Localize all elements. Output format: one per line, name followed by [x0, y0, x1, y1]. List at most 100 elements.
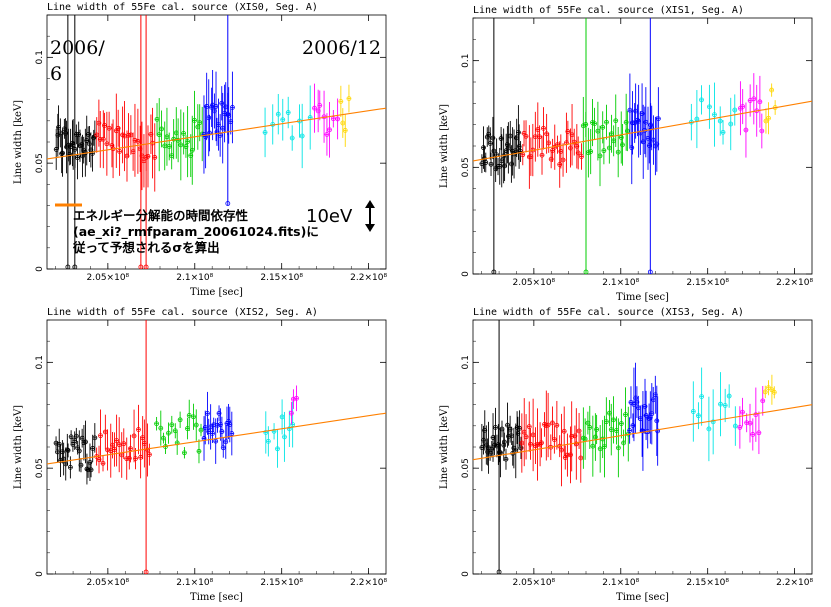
- data-point: [771, 389, 777, 395]
- data-point: [618, 135, 624, 140]
- x-tick-label: 2.05×10⁸: [87, 273, 130, 283]
- data-point: [571, 139, 577, 145]
- data-point: [568, 452, 573, 458]
- annotation-line-3: 従って予想されるσを算出: [72, 240, 220, 255]
- panel-1: Line width of 55Fe cal. source (XIS1, Se…: [439, 5, 813, 303]
- panel-0: Line width of 55Fe cal. source (XIS0, Se…: [13, 2, 387, 298]
- data-point: [483, 160, 489, 165]
- data-point: [766, 385, 771, 391]
- data-point: [756, 430, 762, 436]
- data-point: [633, 395, 638, 401]
- data-point: [541, 125, 546, 131]
- data-point: [516, 144, 522, 150]
- data-point: [508, 161, 514, 167]
- data-point: [762, 389, 768, 395]
- data-point: [271, 428, 277, 434]
- plot-area: [47, 320, 386, 574]
- data-point: [286, 426, 292, 432]
- data-point: [299, 133, 305, 139]
- data-point: [340, 120, 346, 126]
- data-point: [623, 119, 629, 125]
- chart-title: Line width of 55Fe cal. source (XIS0, Se…: [47, 2, 318, 13]
- y-tick-label: 0.1: [35, 355, 45, 369]
- data-point: [285, 110, 291, 115]
- data-point: [621, 440, 626, 446]
- y-axis-label: Line width [keV]: [439, 104, 450, 188]
- data-point: [728, 121, 734, 127]
- x-tick-label: 2.1×10⁸: [176, 273, 213, 283]
- outlier-point: [72, 264, 78, 269]
- data-point: [215, 422, 220, 428]
- data-point: [551, 437, 557, 443]
- data-point: [177, 417, 183, 423]
- data-point: [613, 118, 619, 124]
- data-point: [76, 131, 82, 137]
- fit-line: [47, 107, 386, 160]
- outlier-point: [225, 201, 231, 206]
- data-point: [646, 416, 652, 422]
- data-point: [489, 446, 495, 452]
- x-axis-label: Time [sec]: [616, 592, 669, 603]
- data-point: [634, 399, 640, 405]
- data-point: [618, 421, 624, 426]
- data-point: [615, 149, 621, 155]
- plot-frame: [46, 319, 387, 575]
- date-start-label: 2006/: [50, 37, 105, 59]
- chart-title: Line width of 55Fe cal. source (XIS3, Se…: [473, 307, 744, 318]
- data-point: [526, 424, 532, 430]
- data-point: [282, 434, 287, 440]
- data-point: [178, 142, 184, 148]
- date-end-label: 2006/12: [302, 37, 381, 59]
- data-point: [539, 152, 545, 158]
- data-point: [114, 438, 120, 443]
- outlier-point: [583, 269, 589, 274]
- data-point: [649, 411, 655, 417]
- data-point: [96, 120, 102, 126]
- data-point: [763, 118, 769, 124]
- data-point: [594, 427, 600, 432]
- data-point: [569, 433, 575, 439]
- y-axis-label: Line width [keV]: [13, 405, 24, 489]
- data-point: [507, 426, 513, 432]
- data-point: [131, 433, 137, 439]
- outlier-point: [143, 569, 149, 574]
- data-point: [116, 442, 122, 448]
- x-axis-label: Time [sec]: [190, 287, 243, 298]
- data-point: [561, 428, 567, 434]
- data-point: [590, 443, 596, 449]
- data-point: [498, 136, 504, 141]
- data-point: [604, 119, 609, 125]
- data-point: [481, 145, 486, 151]
- data-point: [554, 422, 560, 428]
- data-point: [565, 129, 571, 134]
- data-point: [488, 161, 494, 167]
- data-point: [611, 417, 616, 423]
- data-point: [191, 414, 196, 420]
- fit-line: [473, 404, 812, 461]
- data-point: [193, 422, 199, 428]
- y-tick-label: 0.05: [35, 153, 45, 173]
- data-point: [146, 452, 152, 458]
- x-tick-label: 2.05×10⁸: [513, 278, 556, 288]
- annotation-line-2: (ae_xi?_rmfparam_20061024.fits)に: [73, 224, 319, 240]
- data-point: [53, 440, 59, 446]
- data-point: [197, 120, 203, 126]
- data-point: [219, 429, 225, 434]
- data-point: [557, 162, 563, 167]
- data-point: [133, 456, 138, 461]
- data-point: [87, 141, 92, 147]
- data-point: [96, 457, 102, 462]
- data-point: [550, 420, 555, 426]
- data-point: [579, 154, 584, 159]
- data-point: [67, 464, 73, 470]
- y-tick-label: 0: [461, 271, 471, 277]
- data-point: [60, 150, 65, 156]
- data-point: [85, 132, 91, 137]
- data-point: [597, 446, 603, 452]
- data-point: [537, 134, 542, 140]
- data-point: [602, 444, 607, 449]
- data-point: [132, 137, 138, 143]
- data-point: [59, 449, 65, 455]
- data-point: [627, 428, 633, 433]
- plot-area: [473, 18, 812, 274]
